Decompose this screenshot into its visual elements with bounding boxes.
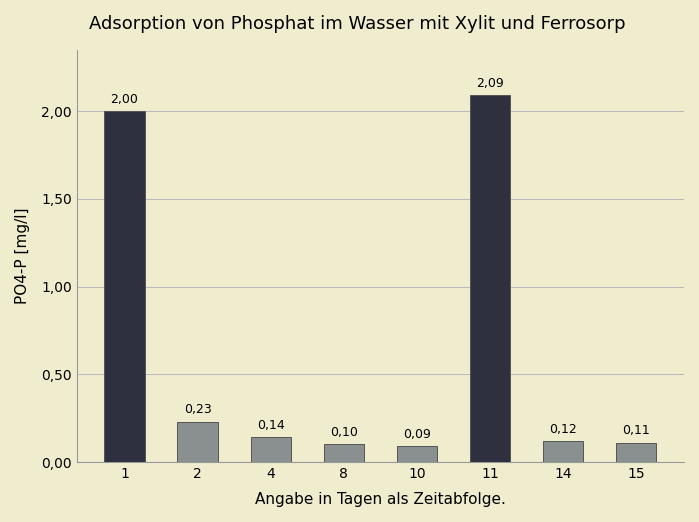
Text: 2,00: 2,00 bbox=[110, 93, 138, 106]
Bar bbox=[324, 445, 364, 462]
Text: 0,23: 0,23 bbox=[184, 404, 211, 417]
X-axis label: Angabe in Tagen als Zeitabfolge.: Angabe in Tagen als Zeitabfolge. bbox=[255, 492, 506, 507]
Text: 0,12: 0,12 bbox=[549, 423, 577, 436]
Bar bbox=[397, 446, 437, 462]
Text: 2,09: 2,09 bbox=[476, 77, 504, 90]
Bar bbox=[543, 441, 583, 462]
Text: Adsorption von Phosphat im Wasser mit Xylit und Ferrosorp: Adsorption von Phosphat im Wasser mit Xy… bbox=[89, 15, 626, 33]
Text: 0,14: 0,14 bbox=[257, 419, 284, 432]
Bar bbox=[250, 437, 291, 462]
Text: 0,11: 0,11 bbox=[622, 424, 650, 437]
Bar bbox=[617, 443, 656, 462]
Bar bbox=[178, 422, 217, 462]
Bar bbox=[104, 111, 145, 462]
Text: 0,09: 0,09 bbox=[403, 428, 431, 441]
Bar bbox=[470, 96, 510, 462]
Text: 0,10: 0,10 bbox=[330, 426, 358, 439]
Y-axis label: PO4-P [mg/l]: PO4-P [mg/l] bbox=[15, 208, 30, 304]
